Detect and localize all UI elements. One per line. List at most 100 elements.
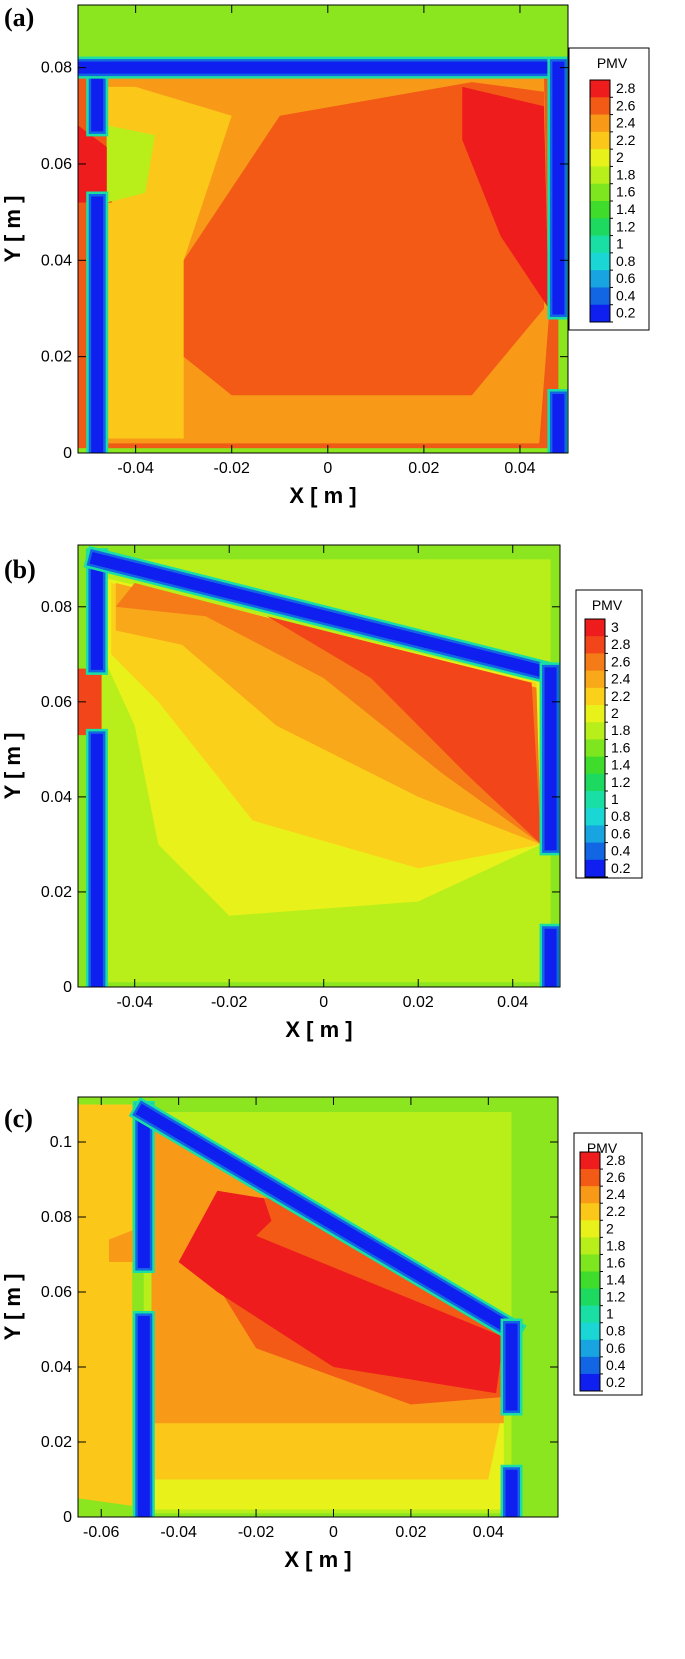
legend-label: 2.8 xyxy=(616,80,636,96)
y-tick-label: 0.08 xyxy=(41,1209,72,1226)
legend-label: 0.2 xyxy=(606,1374,626,1390)
y-tick-label: 0.1 xyxy=(50,1134,72,1151)
x-axis-title: X [ m ] xyxy=(285,1017,352,1042)
pmv-region xyxy=(183,82,544,396)
legend-label: 1.2 xyxy=(611,774,631,790)
legend-label: 1.4 xyxy=(611,757,631,773)
legend-label: 1 xyxy=(616,236,624,252)
legend-label: 0.8 xyxy=(611,808,631,824)
legend-label: 1.8 xyxy=(616,166,636,182)
x-tick-label: -0.04 xyxy=(160,1524,197,1541)
wall xyxy=(135,1103,520,1338)
legend-swatch xyxy=(585,756,605,775)
chart-panel-3: -0.06 -0.04 -0.02 0 0.02 0.04 0 0.02 0.04 0.06 0.0… xyxy=(0,1096,643,1572)
legend-label: 2.2 xyxy=(606,1203,626,1219)
y-axis-title: Y [ m ] xyxy=(0,1274,25,1341)
legend-label: 1 xyxy=(606,1306,614,1322)
x-tick-label: 0.04 xyxy=(497,994,528,1011)
legend-swatch xyxy=(585,670,605,689)
x-tick-label: 0 xyxy=(329,1524,338,1541)
plot-frame xyxy=(77,1096,559,1518)
legend-swatch xyxy=(590,218,610,237)
legend-swatch xyxy=(585,636,605,654)
legend-label: 0.2 xyxy=(616,305,636,321)
legend-title: PMV xyxy=(592,597,623,613)
y-tick-label: 0 xyxy=(63,1509,72,1526)
x-tick-label: -0.02 xyxy=(238,1524,275,1541)
y-tick-label: 0.06 xyxy=(41,156,72,173)
legend-label: 3 xyxy=(611,619,619,635)
legend-label: 2.6 xyxy=(616,97,636,113)
legend-label: 2 xyxy=(606,1220,614,1236)
legend-label: 0.6 xyxy=(606,1340,626,1356)
legend-swatch xyxy=(585,687,605,706)
legend-label: 1.8 xyxy=(611,722,631,738)
legend-title: PMV xyxy=(597,55,628,71)
legend-swatch xyxy=(590,270,610,288)
legend-bar-frame xyxy=(584,618,606,878)
legend-swatch xyxy=(590,304,610,323)
y-tick-label: 0.08 xyxy=(41,599,72,616)
legend-swatch xyxy=(585,619,605,637)
y-tick-label: 0.02 xyxy=(41,1434,72,1451)
pmv-region xyxy=(115,583,542,845)
legend-label: 2.4 xyxy=(606,1186,626,1202)
y-tick-label: 0.08 xyxy=(41,60,72,77)
pmv-region xyxy=(78,668,102,736)
y-tick-label: 0.02 xyxy=(41,884,72,901)
legend-label: 1.4 xyxy=(606,1272,626,1288)
legend-label: 1.6 xyxy=(606,1254,626,1270)
legend-label: 1.2 xyxy=(616,218,636,234)
legend-swatch xyxy=(590,97,610,116)
pmv-region xyxy=(78,1104,133,1506)
legend-label: 2.4 xyxy=(611,671,631,687)
wall xyxy=(89,551,558,681)
y-tick-label: 0 xyxy=(63,445,72,462)
legend-swatch xyxy=(580,1169,600,1187)
y-tick-label: 0.04 xyxy=(41,1359,72,1376)
x-tick-label: -0.04 xyxy=(116,994,153,1011)
chart-panel-1: -0.04 -0.02 0 0.02 0.04 0 0.02 0.04 0.06 0.08 X [ … xyxy=(0,3,650,508)
legend-label: 1.2 xyxy=(606,1289,626,1305)
legend-label: 2 xyxy=(611,705,619,721)
legend-label: 2.8 xyxy=(606,1152,626,1168)
panel-label: (c) xyxy=(4,1104,33,1133)
y-tick-label: 0.06 xyxy=(41,1284,72,1301)
pmv-region xyxy=(178,1190,504,1394)
x-axis-title: X [ m ] xyxy=(284,1547,351,1572)
legend-label: 2.6 xyxy=(611,653,631,669)
x-tick-label: -0.04 xyxy=(117,460,154,477)
legend-label: 2 xyxy=(616,149,624,165)
pmv-region xyxy=(462,86,549,309)
pmv-field xyxy=(78,1097,558,1517)
legend-label: 2.6 xyxy=(606,1169,626,1185)
legend-swatch xyxy=(580,1288,600,1307)
y-tick-label: 0.06 xyxy=(41,694,72,711)
legend-label: 1.8 xyxy=(606,1237,626,1253)
legend-swatch xyxy=(590,183,610,202)
legend-swatch xyxy=(585,825,605,844)
legend-swatch xyxy=(590,252,610,271)
legend-swatch xyxy=(585,808,605,826)
y-tick-label: 0.02 xyxy=(41,349,72,366)
x-tick-label: 0.02 xyxy=(408,460,439,477)
legend-swatch xyxy=(590,235,610,254)
legend-label: 1 xyxy=(611,791,619,807)
legend: PMV 32.82.6 2.42.221.81.6 1.41.210.80.6 0.40… xyxy=(575,589,643,879)
legend-label: 1.6 xyxy=(616,184,636,200)
pmv-region xyxy=(106,125,155,203)
legend-swatch xyxy=(580,1356,600,1375)
legend-swatch xyxy=(585,705,605,723)
panel-label: (b) xyxy=(4,555,36,584)
legend-swatch xyxy=(590,131,610,150)
legend-label: 0.6 xyxy=(616,270,636,286)
x-tick-label: 0.04 xyxy=(473,1524,504,1541)
x-tick-label: 0 xyxy=(323,460,332,477)
legend-swatch xyxy=(585,739,605,758)
legend-swatch xyxy=(580,1220,600,1238)
legend-label: 2.2 xyxy=(611,688,631,704)
legend-label: 0.6 xyxy=(611,825,631,841)
legend-swatch xyxy=(585,722,605,740)
legend: PMV2.82.62.42.221.81.61.41.210.80.60.40.… xyxy=(573,1132,643,1396)
